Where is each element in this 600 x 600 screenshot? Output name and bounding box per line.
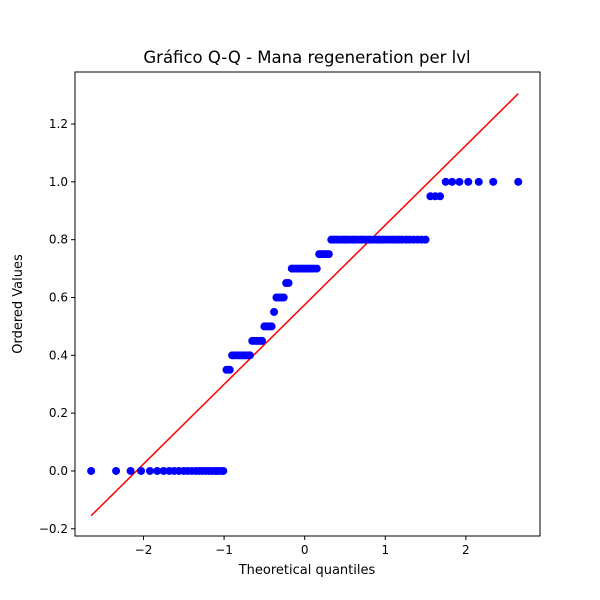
- data-point: [312, 264, 321, 273]
- data-point: [436, 192, 445, 201]
- data-point: [284, 279, 293, 288]
- axis-ticks: −2 −1 0 1 2 −0.2 0.0 0.2 0.4 0.6 0.8 1.0 1.2: [39, 117, 470, 557]
- data-point: [137, 466, 146, 475]
- data-point: [126, 466, 135, 475]
- x-tick-label: 2: [462, 543, 470, 557]
- data-point: [448, 177, 457, 186]
- data-point: [267, 322, 276, 331]
- data-point: [464, 177, 473, 186]
- data-point: [421, 235, 430, 244]
- x-tick-label: 0: [301, 543, 309, 557]
- data-point: [87, 466, 96, 475]
- data-point: [145, 466, 154, 475]
- y-tick-label: 0.6: [49, 290, 68, 304]
- data-point: [245, 351, 254, 360]
- data-point: [455, 177, 464, 186]
- data-point: [441, 177, 450, 186]
- y-tick-label: 0.0: [49, 464, 68, 478]
- data-point: [324, 250, 333, 259]
- y-tick-label: 1.0: [49, 175, 68, 189]
- data-point: [112, 466, 121, 475]
- data-point: [153, 466, 162, 475]
- y-tick-label: 0.2: [49, 406, 68, 420]
- data-point: [474, 177, 483, 186]
- fit-line: [90, 93, 519, 517]
- reference-line-layer: [90, 93, 519, 517]
- data-point: [489, 177, 498, 186]
- data-point: [279, 293, 288, 302]
- x-tick-label: 1: [381, 543, 389, 557]
- y-tick-label: 0.8: [49, 233, 68, 247]
- data-point: [514, 177, 523, 186]
- data-point: [270, 307, 279, 316]
- y-tick-label: 1.2: [49, 117, 68, 131]
- x-tick-label: −2: [135, 543, 153, 557]
- data-points: [87, 177, 523, 475]
- data-point: [159, 466, 168, 475]
- y-axis-label: Ordered Values: [11, 254, 26, 354]
- data-point: [225, 365, 234, 374]
- chart-title: Gráfico Q-Q - Mana regeneration per lvl: [143, 48, 470, 67]
- x-axis-label: Theoretical quantiles: [238, 563, 376, 578]
- x-tick-label: −1: [215, 543, 233, 557]
- data-point: [219, 466, 228, 475]
- data-point: [257, 336, 266, 345]
- plot-area-frame: [74, 71, 541, 537]
- y-tick-label: 0.4: [49, 348, 68, 362]
- y-tick-label: −0.2: [39, 522, 68, 536]
